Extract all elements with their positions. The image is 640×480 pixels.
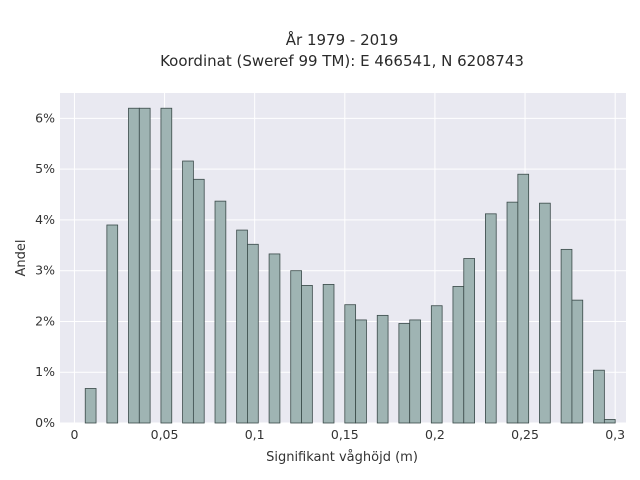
- histogram-bar: [268, 253, 281, 424]
- histogram-bar: [593, 369, 605, 424]
- plot-area: [60, 93, 626, 423]
- y-tick-label: 3%: [35, 263, 55, 278]
- x-tick-label: 0,25: [511, 427, 539, 442]
- histogram-bar: [398, 323, 411, 424]
- chart-title: År 1979 - 2019: [286, 30, 399, 49]
- y-tick-label: 1%: [35, 364, 55, 379]
- x-tick-label: 0,05: [151, 427, 179, 442]
- tick-labels: 0% 1% 2% 3% 4% 5% 6% 0 0,05 0,1 0,15 0,2 0,25 0,3: [35, 110, 625, 442]
- histogram-bar: [301, 285, 313, 424]
- x-tick-label: 0,15: [331, 427, 359, 442]
- histogram-bar: [128, 107, 140, 424]
- x-tick-label: 0,3: [605, 427, 625, 442]
- x-axis-label: Signifikant våghöjd (m): [266, 450, 418, 465]
- histogram-bar: [603, 419, 616, 424]
- y-tick-label: 6%: [35, 110, 55, 125]
- histogram-bar: [539, 202, 551, 424]
- y-axis-label: Andel: [14, 240, 29, 277]
- histogram-bar: [344, 304, 357, 424]
- y-tick-label: 4%: [35, 212, 55, 227]
- bars: [84, 107, 616, 424]
- y-tick-label: 0%: [35, 415, 55, 430]
- histogram-bar: [463, 258, 475, 424]
- x-tick-label: 0,2: [425, 427, 445, 442]
- histogram-bar: [160, 107, 173, 424]
- x-tick-label: 0: [70, 427, 78, 442]
- y-tick-label: 2%: [35, 313, 55, 328]
- chart-subtitle: Koordinat (Sweref 99 TM): E 466541, N 62…: [160, 52, 524, 70]
- histogram-bar: [560, 248, 573, 424]
- histogram-bar: [517, 173, 530, 424]
- x-tick-label: 0,1: [245, 427, 265, 442]
- histogram-bar: [506, 201, 519, 424]
- y-tick-label: 5%: [35, 161, 55, 176]
- histogram-bar: [571, 299, 584, 424]
- histogram-bar: [236, 229, 248, 424]
- histogram-bar: [84, 388, 97, 424]
- histogram-bar: [247, 243, 259, 424]
- histogram-bar: [106, 224, 119, 424]
- histogram-bar: [192, 178, 205, 424]
- histogram-bar: [452, 286, 465, 424]
- histogram-bar: [376, 314, 389, 424]
- histogram-bar: [430, 305, 443, 424]
- histogram-bar: [214, 200, 227, 424]
- histogram-bar: [290, 270, 302, 424]
- histogram-bar: [322, 283, 335, 424]
- histogram-bar: [485, 213, 497, 424]
- histogram-bar: [409, 319, 421, 424]
- histogram-bar: [138, 107, 151, 424]
- histogram-bar: [355, 319, 367, 424]
- histogram-bar: [182, 160, 194, 424]
